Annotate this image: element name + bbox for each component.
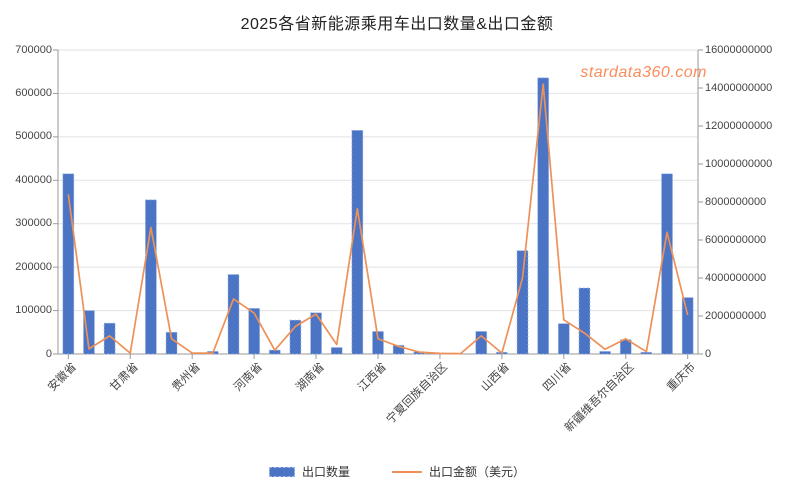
bar-湖南省[interactable] [310,312,322,355]
bar-category-11[interactable] [289,319,302,355]
bar-重庆市[interactable] [681,297,694,355]
y-axis-right-label: 4000000000 [705,271,767,284]
y-axis-right-label: 2000000000 [705,309,767,322]
bar-category-26[interactable] [599,350,611,355]
bar-category-16[interactable] [392,344,405,355]
bar-category-23[interactable] [537,77,550,355]
y-axis-left-label: 0 [45,347,52,360]
y-axis-right-label: 8000000000 [705,195,767,208]
bar-category-25[interactable] [578,287,591,355]
bar-category-22[interactable] [516,250,529,355]
y-axis-left-label: 600000 [15,86,52,99]
bar-category-13[interactable] [330,347,343,355]
bar-四川省[interactable] [557,323,570,355]
bar-category-8[interactable] [227,274,240,355]
bar-series-swatch-icon [268,466,295,477]
y-axis-left-label: 500000 [15,130,52,143]
y-axis-right-label: 0 [705,347,712,360]
watermark: stardata360.com [580,64,707,81]
bar-江西省[interactable] [372,331,384,355]
y-axis-left-label: 100000 [15,304,52,317]
bar-河南省[interactable] [248,307,261,355]
y-axis-left-label: 700000 [15,43,52,56]
y-axis-right-label: 12000000000 [705,119,773,132]
legend-item-export-quantity[interactable]: 出口数量 [268,463,350,480]
y-axis-right-label: 6000000000 [705,233,767,246]
y-axis-left-label: 200000 [15,260,52,273]
bar-category-29[interactable] [661,173,673,355]
bar-安徽省[interactable] [62,173,75,355]
y-axis-right-label: 10000000000 [705,157,773,170]
export-amount-line[interactable] [67,83,689,355]
bar-category-20[interactable] [475,331,488,355]
y-axis-left-label: 300000 [15,217,52,230]
line-series-swatch-icon [392,470,422,473]
legend-bar-label: 出口数量 [301,465,350,479]
chart-title: 2025各省新能源乘用车出口数量&出口金额 [240,16,554,33]
legend-item-export-amount[interactable]: 出口金额（美元） [392,463,525,480]
bar-category-14[interactable] [351,129,364,355]
legend-line-label: 出口金额（美元） [429,465,526,479]
y-axis-left-label: 400000 [15,173,52,186]
bar-category-4[interactable] [145,199,157,355]
bar-category-1[interactable] [83,310,95,355]
legend: 出口数量 出口金额（美元） [0,463,794,480]
y-axis-right-label: 16000000000 [705,43,773,56]
y-axis-right-label: 14000000000 [705,81,773,94]
